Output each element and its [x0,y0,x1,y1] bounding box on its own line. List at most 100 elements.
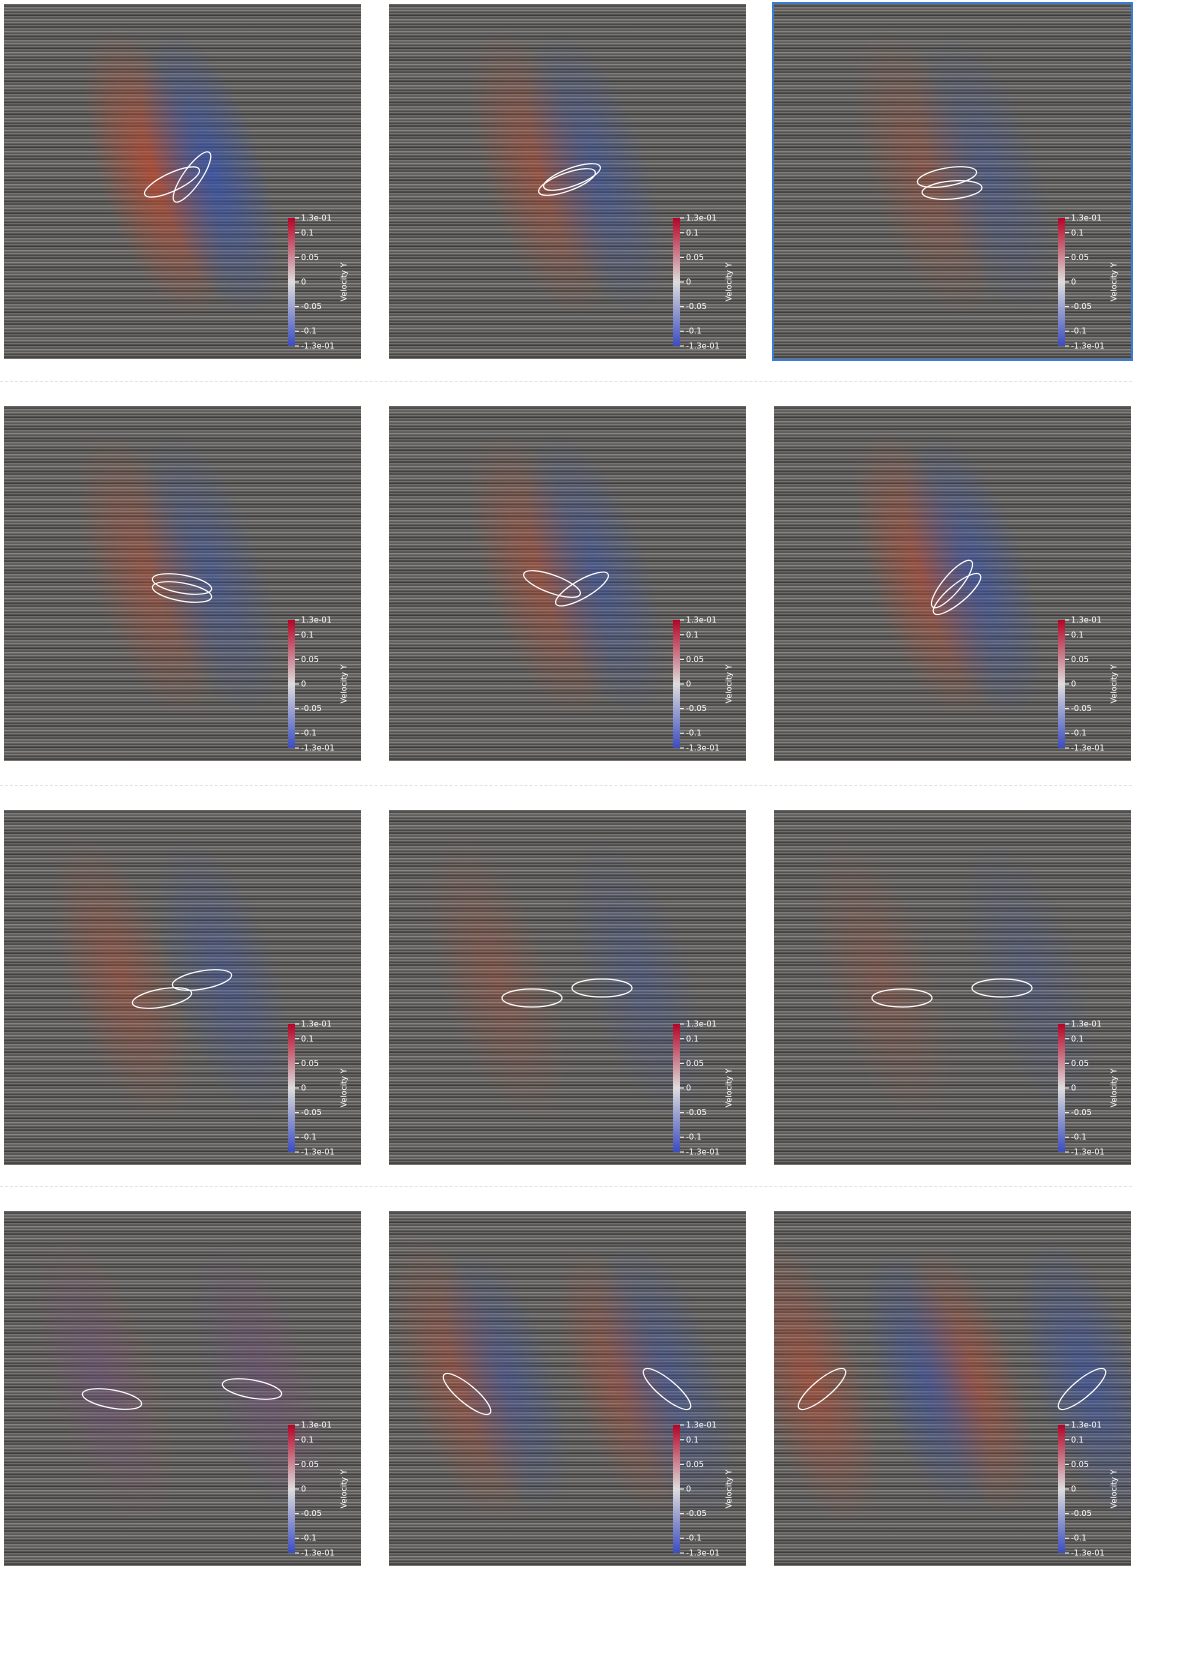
colorbar-title: Velocity Y [725,1469,734,1508]
colorbar-title: Velocity Y [725,664,734,703]
colorbar-tick-label: 1.3e-01 [686,214,717,223]
colorbar-tick-label: -0.05 [301,302,322,311]
colorbar-tick-label: -0.05 [686,1108,707,1117]
colorbar-tick-label: 0.1 [1071,228,1084,237]
velocity-lobe [932,820,1129,1139]
colorbar [673,218,680,346]
colorbar-tick-label: 0 [686,680,691,689]
panel-canvas: 1.3e-010.10.050-0.05-0.1-1.3e-01Velocity… [4,4,361,359]
colorbar-tick-label: 0.05 [1071,1460,1089,1469]
colorbar-tick-label: 0.05 [301,1460,319,1469]
colorbar-tick-label: -0.05 [1071,1509,1092,1518]
colorbar-tick-label: 0 [1071,1485,1076,1494]
colorbar-tick-label: -1.3e-01 [1071,342,1105,351]
colorbar [288,218,295,346]
colorbar-tick-label: -0.05 [1071,704,1092,713]
colorbar-title: Velocity Y [1110,664,1119,703]
colorbar-tick-label: 0.05 [1071,253,1089,262]
colorbar [673,1425,680,1553]
colorbar-tick-label: -0.1 [301,1133,317,1142]
colorbar-tick-label: 0 [1071,1084,1076,1093]
colorbar-tick-label: -0.05 [686,302,707,311]
colorbar-title: Velocity Y [1110,262,1119,301]
colorbar-tick-label: -0.1 [686,1133,702,1142]
velocity-lobe [162,1221,359,1540]
colorbar-tick-label: 0.05 [686,1460,704,1469]
panel-canvas: 1.3e-010.10.050-0.05-0.1-1.3e-01Velocity… [4,406,361,761]
colorbar-tick-label: 0.1 [686,1435,699,1444]
colorbar [1058,1425,1065,1553]
colorbar-tick-label: 1.3e-01 [301,616,332,625]
colorbar-tick-label: 0.1 [1071,1435,1084,1444]
panel-canvas: 1.3e-010.10.050-0.05-0.1-1.3e-01Velocity… [389,810,746,1165]
colorbar-tick-label: 0.05 [301,655,319,664]
colorbar-tick-label: -1.3e-01 [686,1549,720,1558]
colorbar [288,1425,295,1553]
colorbar-tick-label: -0.05 [1071,1108,1092,1117]
colorbar-tick-label: -0.1 [301,327,317,336]
colorbar-tick-label: 0 [301,680,306,689]
colorbar-tick-label: 1.3e-01 [301,1020,332,1029]
colorbar-title: Velocity Y [340,262,349,301]
colorbar-tick-label: -0.1 [1071,1133,1087,1142]
colorbar-tick-label: 1.3e-01 [1071,1020,1102,1029]
colorbar-tick-label: -1.3e-01 [301,744,335,753]
panel-canvas: 1.3e-010.10.050-0.05-0.1-1.3e-01Velocity… [774,810,1131,1165]
colorbar-tick-label: 1.3e-01 [1071,214,1102,223]
colorbar-tick-label: 0.1 [686,1034,699,1043]
colorbar-title: Velocity Y [1110,1469,1119,1508]
panel-canvas: 1.3e-010.10.050-0.05-0.1-1.3e-01Velocity… [774,406,1131,761]
colorbar-tick-label: 0 [1071,680,1076,689]
page: (() => { const data = JSON.parse(documen… [0,0,1198,1659]
colorbar-tick-label: 0.05 [1071,1059,1089,1068]
colorbar-tick-label: 0.05 [301,1059,319,1068]
colorbar [673,620,680,748]
panel-canvas: 1.3e-010.10.050-0.05-0.1-1.3e-01Velocity… [4,810,361,1165]
panel-canvas: 1.3e-010.10.050-0.05-0.1-1.3e-01Velocity… [774,1211,1131,1566]
colorbar-tick-label: -1.3e-01 [1071,744,1105,753]
colorbar-tick-label: 0.05 [686,1059,704,1068]
colorbar-tick-label: 0 [1071,278,1076,287]
colorbar-tick-label: -1.3e-01 [301,1549,335,1558]
colorbar-tick-label: -0.1 [686,1534,702,1543]
colorbar-title: Velocity Y [725,1068,734,1107]
colorbar-title: Velocity Y [1110,1068,1119,1107]
colorbar-tick-label: 1.3e-01 [301,1421,332,1430]
colorbar-tick-label: 0 [686,278,691,287]
colorbar [1058,1024,1065,1152]
colorbar-tick-label: -1.3e-01 [1071,1148,1105,1157]
panel-canvas: 1.3e-010.10.050-0.05-0.1-1.3e-01Velocity… [774,4,1131,359]
colorbar-tick-label: 1.3e-01 [686,1020,717,1029]
colorbar-tick-label: 1.3e-01 [686,1421,717,1430]
row-separator [0,381,1132,382]
colorbar-tick-label: -0.05 [301,704,322,713]
colorbar-tick-label: 0.1 [301,1034,314,1043]
colorbar-tick-label: -0.05 [686,704,707,713]
colorbar-tick-label: 0.1 [301,228,314,237]
colorbar-tick-label: 1.3e-01 [1071,1421,1102,1430]
colorbar-tick-label: -1.3e-01 [686,342,720,351]
colorbar-tick-label: -0.1 [1071,1534,1087,1543]
panel-canvas: 1.3e-010.10.050-0.05-0.1-1.3e-01Velocity… [389,406,746,761]
colorbar-tick-label: 1.3e-01 [686,616,717,625]
row-separator [0,1186,1132,1187]
colorbar-tick-label: -0.1 [1071,327,1087,336]
colorbar-tick-label: 0 [301,1084,306,1093]
colorbar-tick-label: -0.1 [686,327,702,336]
colorbar-tick-label: -0.1 [686,729,702,738]
colorbar-tick-label: 0 [301,278,306,287]
colorbar-tick-label: 0.05 [686,655,704,664]
colorbar-tick-label: 0.1 [301,1435,314,1444]
